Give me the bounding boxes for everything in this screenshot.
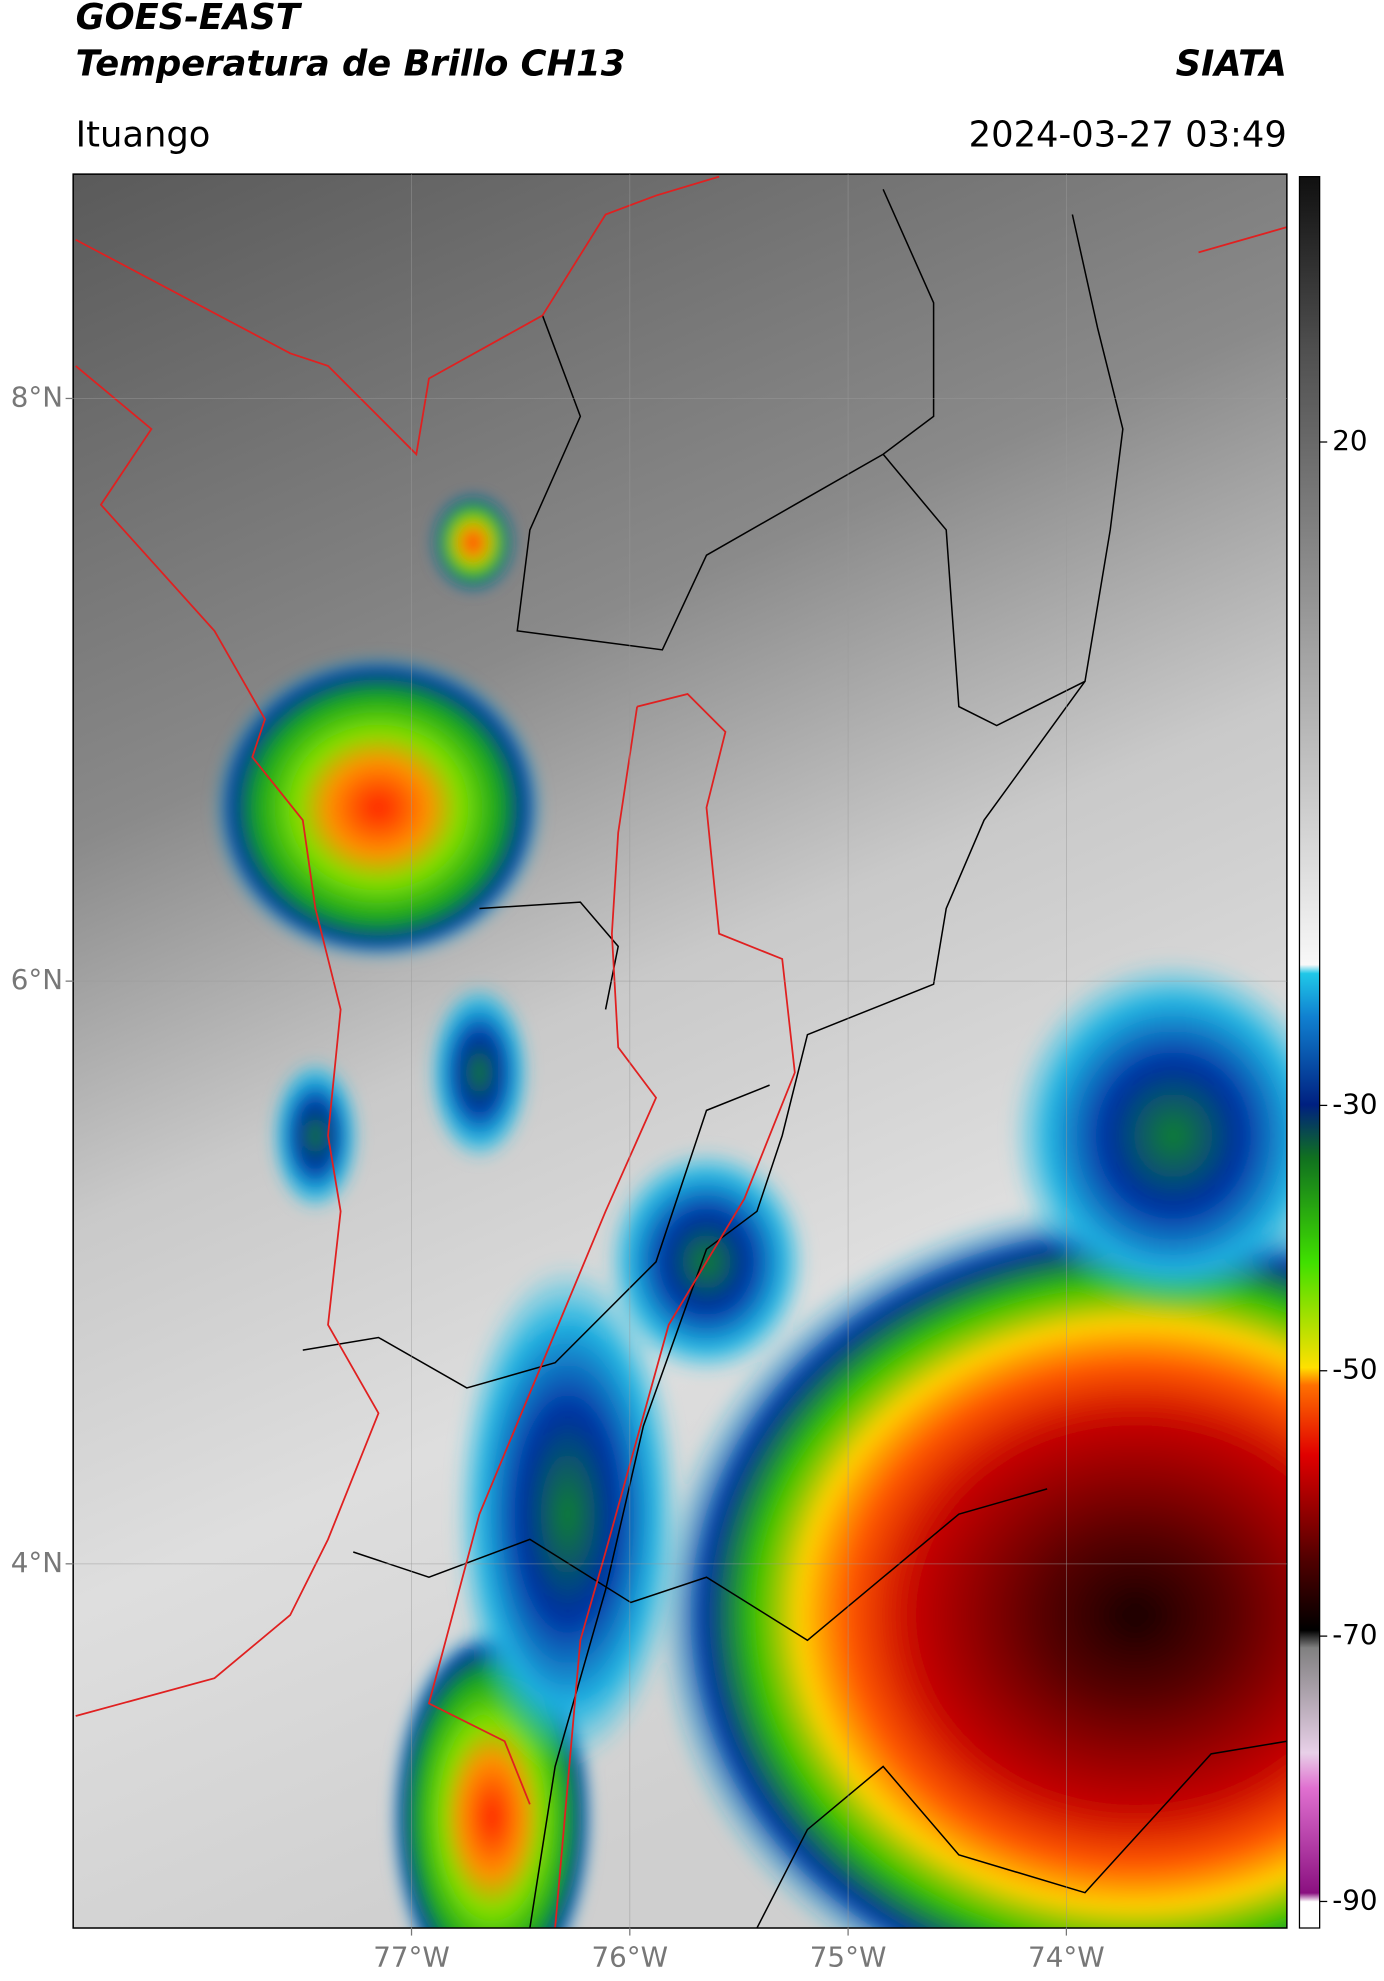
storm-cell [214,656,543,959]
x-tick-label: 75°W [810,1940,887,1973]
colorbar-tick-label: -90 [1332,1883,1377,1916]
y-tick-label: 6°N [11,963,63,996]
colorbar-tick-label: -70 [1332,1618,1377,1651]
agency: SIATA [1176,44,1287,85]
borders [302,188,1287,1929]
x-tick-label: 77°W [373,1940,450,1973]
title: GOES-EAST [76,0,303,38]
coastline [75,175,1287,1929]
colorbar-ticks: 20 -30 -50 -70 -90 [1319,424,1378,1916]
map-imagery [73,174,1287,1929]
subtitle: Temperatura de Brillo CH13 [76,44,626,85]
x-tick-label: 76°W [591,1940,668,1973]
cloud [1009,959,1287,1313]
cloud [428,984,530,1161]
colorbar-tick-label: 20 [1332,424,1367,457]
y-tick-label: 4°N [11,1546,63,1579]
storm-cell [432,494,514,591]
cloud [454,1261,682,1767]
y-tick-label: 8°N [11,380,63,413]
storm-cell [656,1198,1287,1929]
map-frame [72,173,1288,1929]
x-tick-label: 74°W [1028,1940,1105,1973]
cloud [271,1059,360,1212]
colorbar [1298,176,1321,1929]
region: Ituango [76,114,211,155]
datetime: 2024-03-27 03:49 [969,114,1287,155]
colorbar-tick-label: -50 [1332,1353,1377,1386]
colorbar-tick-label: -30 [1332,1087,1377,1120]
axis-ticks: 77°W 76°W 75°W 74°W 8°N 6°N 4°N [11,380,1105,1973]
grid [73,174,1287,1929]
